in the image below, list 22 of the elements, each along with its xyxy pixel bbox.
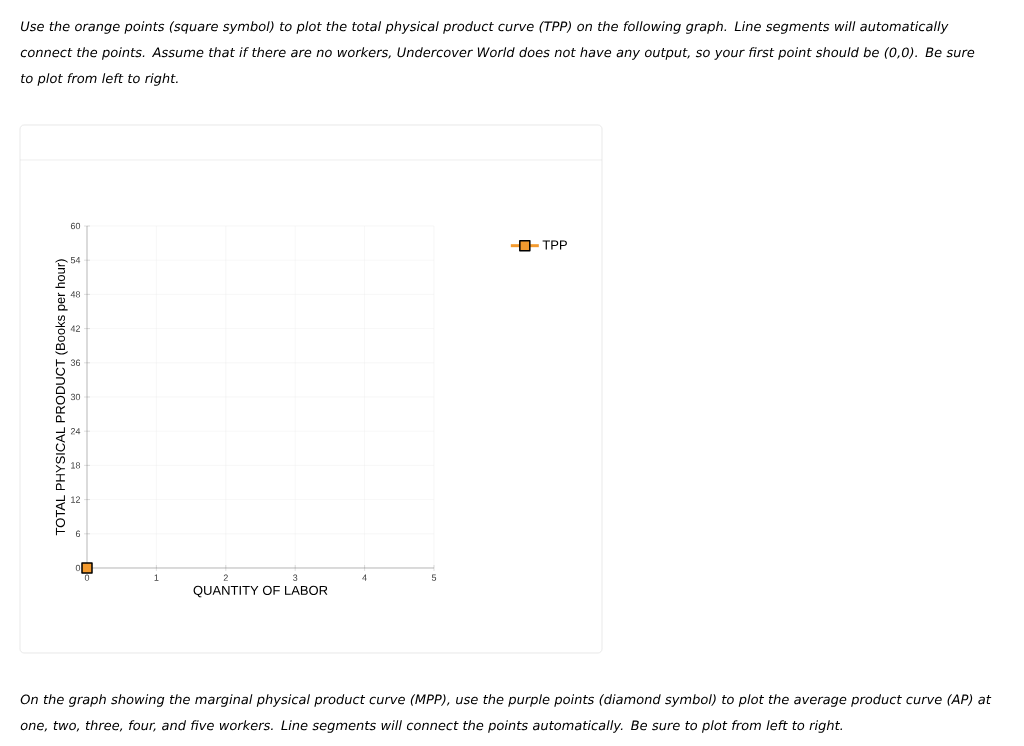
x-tick-label: 5: [431, 574, 437, 581]
y-tick-label: 24: [70, 428, 81, 435]
y-tick-label: 36: [70, 359, 81, 366]
y-tick-label: 6: [75, 530, 81, 537]
text: Use the orange points (square symbol) to plot the total physical product curve (TPP) on the following graph. Line segments will automatically connect the points. Assume that if there are no workers, Undercover World does not have any output, so your first point should be (0,0). Be sure to plot from left to right.: [20, 21, 975, 86]
x-tick-label: 2: [223, 574, 228, 581]
y-tick-label: 18: [71, 462, 81, 469]
y-tick-label: 48: [70, 291, 81, 298]
y-tick-label: 0: [75, 564, 81, 572]
x-tick-label: 4: [362, 574, 367, 581]
y-axis-title: TOTAL PHYSICAL PRODUCT (Books per hour): [55, 259, 68, 536]
x-tick-label: 0: [84, 574, 90, 581]
legend-label: TPP: [542, 240, 567, 250]
y-tick-label: 12: [71, 496, 81, 503]
y-tick-label: 30: [70, 393, 81, 401]
y-tick-label: 42: [70, 325, 81, 332]
y-tick-label: 54: [70, 257, 81, 264]
text: On the graph showing the marginal physical product curve (MPP), use the purple points (diamond symbol) to plot the average product curve (AP) at one, two, three, four, and five workers. Line segments will connect the points automatically. Be sure to plot from left to right.: [20, 694, 992, 733]
x-tick-label: 1: [154, 574, 159, 581]
x-tick-label: 3: [293, 574, 298, 581]
y-tick-label: 60: [70, 222, 81, 230]
x-axis-title: QUANTITY OF LABOR: [193, 585, 328, 598]
